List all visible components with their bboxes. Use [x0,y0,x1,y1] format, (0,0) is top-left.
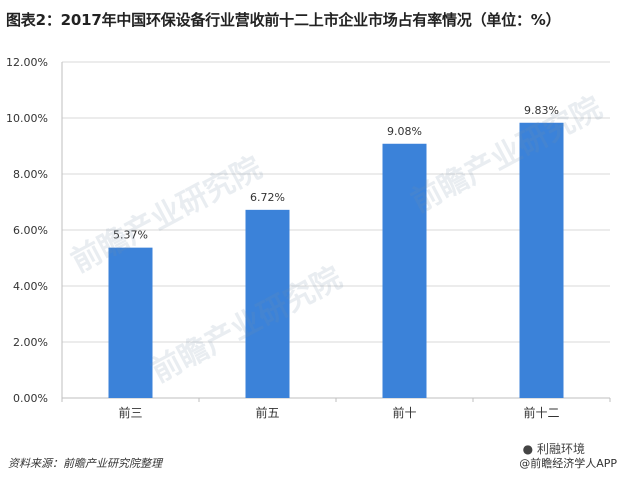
bar [108,247,153,398]
x-tick-label: 前十 [392,405,416,420]
credit-note: @前瞻经济学人APP [519,455,617,471]
y-tick-label: 4.00% [13,280,48,293]
x-tick-label: 前五 [255,405,279,420]
y-tick-label: 10.00% [6,112,48,125]
data-label: 5.37% [113,229,148,242]
chart-title: 图表2：2017年中国环保设备行业营收前十二上市企业市场占有率情况（单位：%） [6,11,561,29]
credit-label: @前瞻经济学人APP [519,457,617,470]
y-tick-label: 2.00% [13,336,48,349]
bar [382,143,427,398]
data-label: 6.72% [250,191,285,204]
data-label: 9.08% [387,125,422,138]
y-tick-label: 0.00% [13,392,48,405]
brand-tag: ● 利融环境 [523,440,585,457]
bar [519,122,564,398]
brand-tag-label: 利融环境 [536,442,585,456]
data-label: 9.83% [524,104,559,117]
source-note: 资料来源：前瞻产业研究院整理 [8,457,162,470]
wechat-icon: ● [522,442,534,456]
y-tick-label: 6.00% [13,224,48,237]
x-tick-label: 前十二 [523,405,559,420]
y-tick-label: 8.00% [13,168,48,181]
y-tick-label: 12.00% [6,56,48,69]
bar [245,209,290,398]
x-tick-label: 前三 [118,405,142,420]
